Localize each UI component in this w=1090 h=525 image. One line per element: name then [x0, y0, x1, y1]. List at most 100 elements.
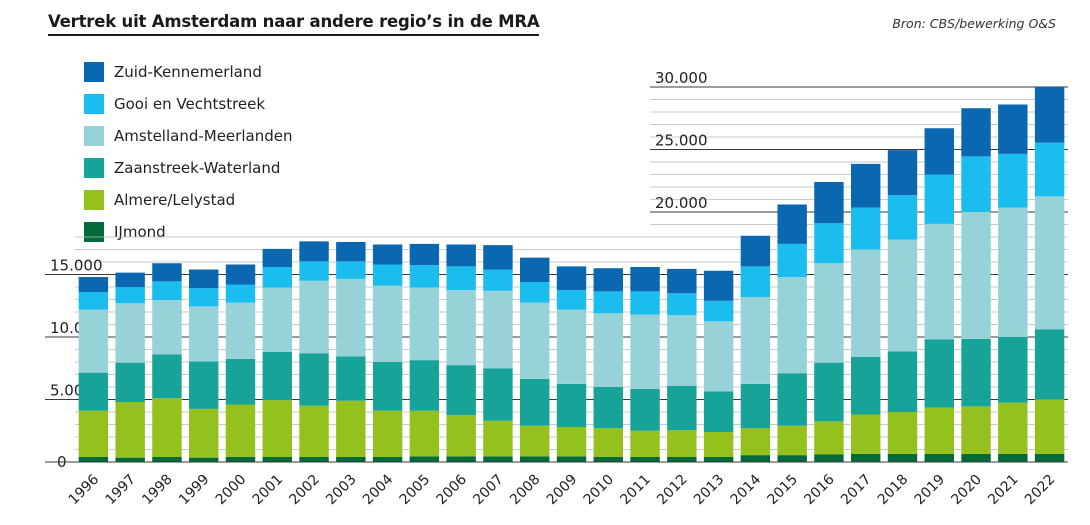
bar-segment-almere-lelystad — [593, 428, 623, 457]
bar-segment-almere-lelystad — [115, 402, 145, 458]
bar-segment-amstelland-meerlanden — [556, 309, 587, 384]
bar-segment-amstelland-meerlanden — [1034, 196, 1065, 330]
bar-segment-amstelland-meerlanden — [152, 300, 182, 355]
bar-segment-zuid-kennemerland — [299, 241, 329, 262]
bar-segment-almere-lelystad — [446, 415, 476, 457]
bar-segment-ijmond — [703, 457, 734, 462]
bar-segment-ijmond — [777, 455, 807, 463]
bar-segment-gooi-en-vechtstreek — [814, 223, 844, 264]
bar-segment-almere-lelystad — [520, 425, 550, 457]
bar-segment-amstelland-meerlanden — [630, 314, 660, 389]
legend-label: Gooi en Vechtstreek — [114, 95, 266, 113]
bar-segment-zaanstreek-waterland — [483, 368, 513, 421]
bar-segment-ijmond — [556, 456, 587, 463]
bar-segment-almere-lelystad — [667, 430, 697, 458]
bar-group-2004 — [372, 244, 403, 462]
y-tick-label: 30.000 — [655, 69, 708, 87]
bar-group-2020 — [961, 108, 991, 463]
bar-segment-zuid-kennemerland — [630, 267, 660, 292]
bar-segment-zuid-kennemerland — [483, 245, 513, 270]
bar-segment-zaanstreek-waterland — [520, 378, 550, 426]
bar-segment-gooi-en-vechtstreek — [961, 156, 991, 213]
bar-segment-zaanstreek-waterland — [593, 387, 623, 429]
y-tick-label: 15.000 — [50, 257, 103, 275]
bar-segment-gooi-en-vechtstreek — [703, 300, 734, 322]
bar-segment-zuid-kennemerland — [961, 108, 991, 157]
bar-segment-zaanstreek-waterland — [851, 357, 881, 415]
bar-segment-gooi-en-vechtstreek — [667, 293, 697, 316]
bar-segment-ijmond — [593, 457, 623, 462]
x-tick-label: 2000 — [213, 472, 250, 509]
bar-segment-amstelland-meerlanden — [593, 313, 623, 387]
bar-segment-gooi-en-vechtstreek — [740, 266, 771, 298]
bar-segment-ijmond — [924, 453, 954, 463]
bar-segment-ijmond — [189, 457, 219, 463]
bar-segment-zaanstreek-waterland — [336, 356, 366, 401]
legend-swatch — [84, 190, 104, 210]
bar-segment-zaanstreek-waterland — [814, 362, 844, 422]
bar-segment-zaanstreek-waterland — [78, 372, 109, 411]
x-tick-label: 2012 — [654, 472, 691, 509]
bar-segment-gooi-en-vechtstreek — [630, 291, 660, 315]
bar-segment-zaanstreek-waterland — [152, 354, 182, 399]
bar-segment-ijmond — [814, 454, 844, 462]
bar-segment-amstelland-meerlanden — [115, 303, 145, 363]
bar-segment-amstelland-meerlanden — [667, 315, 697, 386]
bar-segment-amstelland-meerlanden — [740, 297, 771, 384]
x-tick-label: 2020 — [948, 472, 985, 509]
bar-segment-gooi-en-vechtstreek — [593, 291, 623, 314]
bar-segment-amstelland-meerlanden — [777, 277, 807, 374]
bar-segment-almere-lelystad — [372, 410, 403, 457]
x-tick-label: 2019 — [912, 472, 949, 509]
bar-segment-zuid-kennemerland — [777, 204, 807, 244]
bar-segment-almere-lelystad — [299, 405, 329, 457]
bar-segment-zaanstreek-waterland — [667, 385, 697, 431]
x-tick-label: 2009 — [544, 472, 581, 509]
legend-label: Zuid-Kennemerland — [114, 63, 262, 81]
x-tick-label: 2001 — [250, 472, 287, 509]
bar-segment-ijmond — [262, 457, 292, 462]
bar-segment-amstelland-meerlanden — [225, 302, 256, 359]
bar-group-1997 — [115, 272, 145, 463]
bar-segment-zaanstreek-waterland — [299, 353, 329, 406]
legend-label: Zaanstreek-Waterland — [114, 159, 281, 177]
x-tick-label: 2013 — [691, 472, 728, 509]
bar-group-2015 — [777, 204, 807, 463]
bar-segment-ijmond — [483, 456, 513, 463]
x-tick-label: 1996 — [66, 471, 103, 508]
bar-segment-zuid-kennemerland — [593, 268, 623, 292]
bar-segment-amstelland-meerlanden — [336, 278, 366, 357]
x-tick-label: 1997 — [102, 472, 139, 509]
legend-label: Almere/Lelystad — [114, 191, 236, 209]
x-tick-label: 2022 — [1022, 472, 1059, 509]
bar-group-2001 — [262, 248, 292, 462]
bar-segment-zaanstreek-waterland — [740, 383, 771, 429]
bar-segment-gooi-en-vechtstreek — [115, 287, 145, 304]
bar-segment-almere-lelystad — [189, 408, 219, 458]
bar-segment-amstelland-meerlanden — [814, 263, 844, 363]
bar-group-2012 — [667, 268, 697, 462]
bar-segment-zaanstreek-waterland — [372, 362, 403, 411]
bar-segment-zaanstreek-waterland — [409, 360, 440, 411]
bar-segment-almere-lelystad — [924, 407, 954, 454]
bar-segment-zaanstreek-waterland — [703, 391, 734, 433]
bar-segment-amstelland-meerlanden — [446, 290, 476, 366]
bar-segment-zuid-kennemerland — [520, 257, 550, 283]
bar-segment-ijmond — [887, 453, 918, 463]
x-tick-label: 2018 — [875, 472, 912, 509]
bar-segment-zuid-kennemerland — [446, 244, 476, 267]
bar-segment-amstelland-meerlanden — [299, 280, 329, 354]
bar-segment-amstelland-meerlanden — [961, 212, 991, 339]
y-tick-label: 20.000 — [655, 194, 708, 212]
bar-segment-gooi-en-vechtstreek — [189, 288, 219, 307]
bar-segment-almere-lelystad — [777, 425, 807, 456]
x-tick-label: 2015 — [764, 472, 801, 509]
bar-segment-almere-lelystad — [703, 432, 734, 457]
bar-segment-gooi-en-vechtstreek — [1034, 142, 1065, 197]
bar-segment-gooi-en-vechtstreek — [225, 284, 256, 303]
bar-group-2013 — [703, 270, 734, 462]
bar-segment-zaanstreek-waterland — [556, 383, 587, 428]
bar-segment-almere-lelystad — [998, 402, 1028, 454]
bar-segment-gooi-en-vechtstreek — [299, 261, 329, 281]
